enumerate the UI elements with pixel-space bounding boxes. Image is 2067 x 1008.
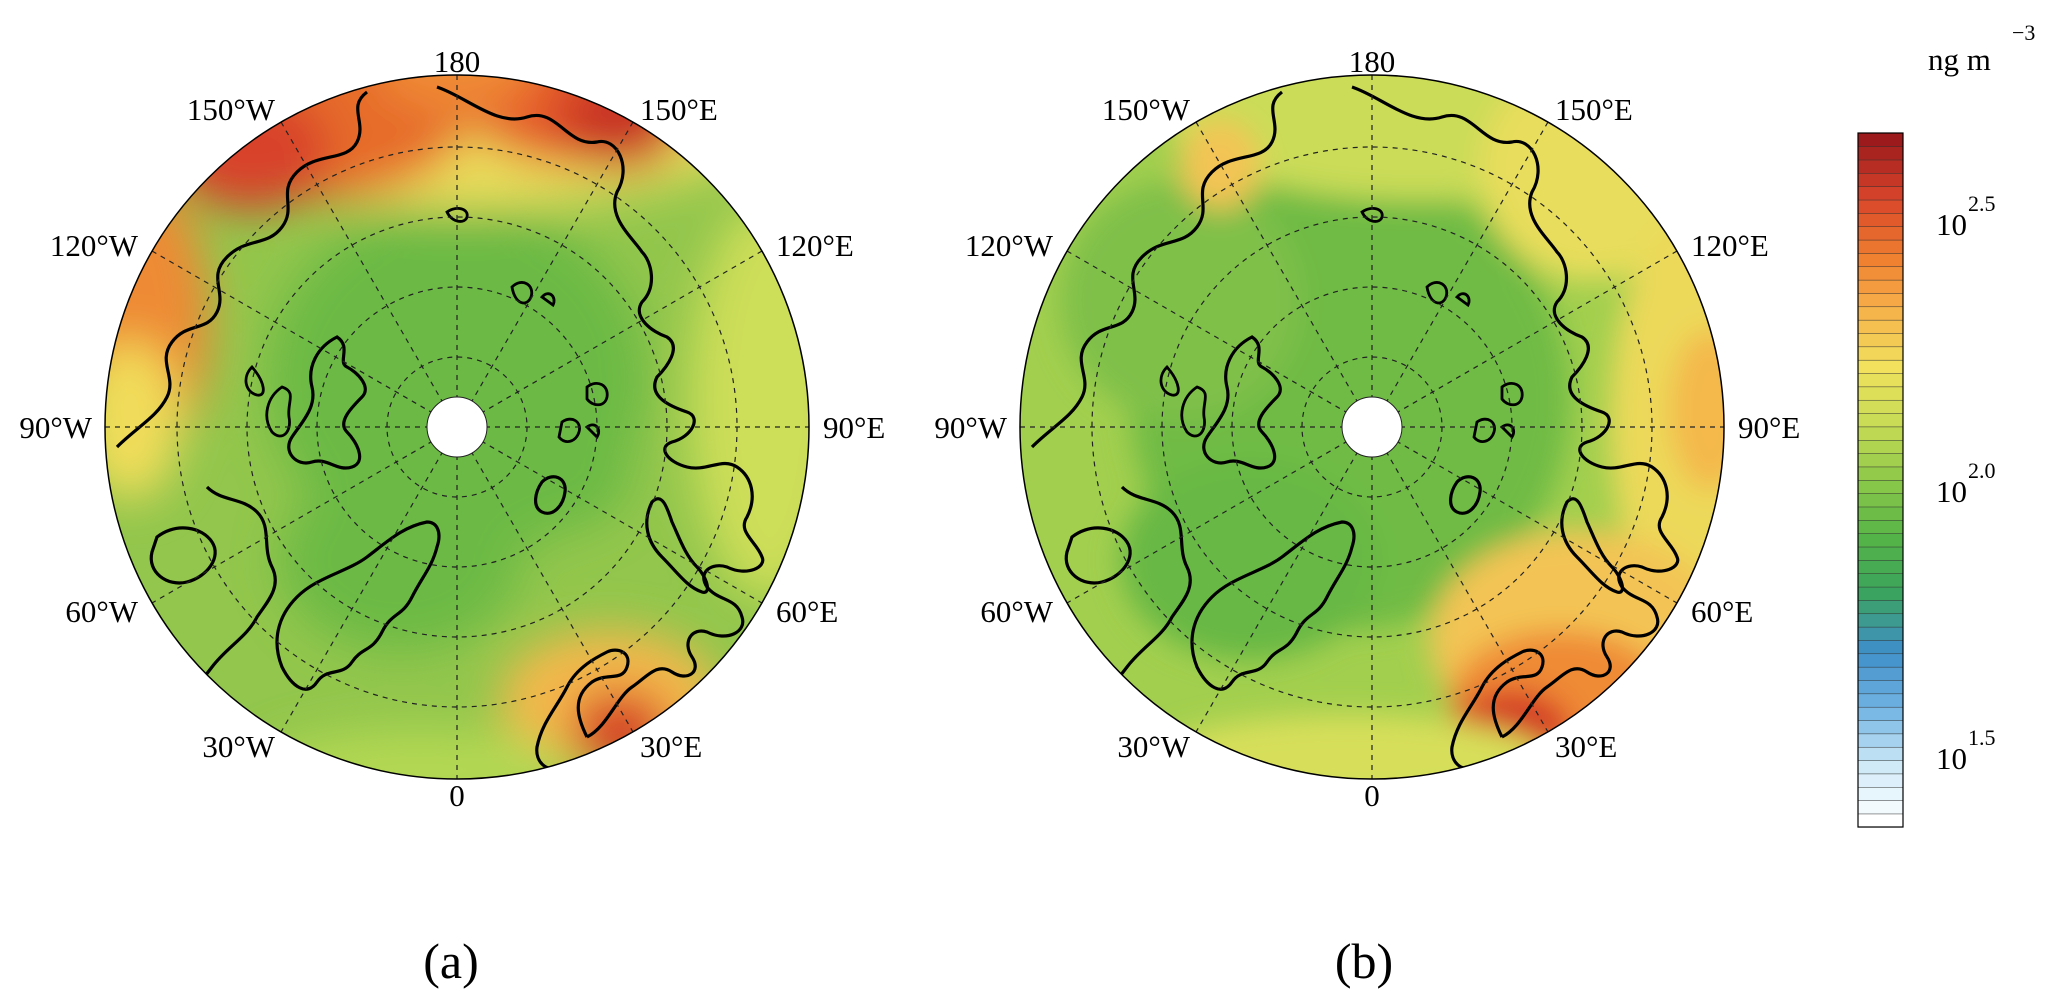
colorbar-cell bbox=[1857, 746, 1904, 761]
lon-label-90e: 90°E bbox=[1738, 410, 1800, 445]
colorbar-cell bbox=[1857, 573, 1904, 588]
colorbar-tick-exponent: 1.5 bbox=[1968, 725, 1996, 750]
lon-label-30w: 30°W bbox=[202, 729, 275, 764]
colorbar-cell bbox=[1857, 386, 1904, 401]
lon-label-30e: 30°E bbox=[640, 729, 702, 764]
colorbar-cell bbox=[1857, 613, 1904, 628]
colorbar-cell bbox=[1857, 279, 1904, 294]
colorbar-cell bbox=[1857, 212, 1904, 227]
colorbar-cell bbox=[1857, 186, 1904, 201]
colorbar-cell bbox=[1857, 399, 1904, 414]
map-field-a bbox=[105, 75, 809, 779]
colorbar-cell bbox=[1857, 372, 1904, 388]
colorbar-cell bbox=[1857, 319, 1904, 334]
lon-label-90e: 90°E bbox=[823, 410, 885, 445]
colorbar-cell bbox=[1857, 586, 1904, 601]
colorbar-cell bbox=[1857, 800, 1904, 815]
colorbar-cell bbox=[1857, 679, 1904, 695]
lon-label-120e: 120°E bbox=[776, 228, 854, 263]
colorbar-tick-exponent: 2.5 bbox=[1968, 191, 1996, 216]
colorbar-cell bbox=[1857, 533, 1904, 548]
colorbar-unit: ng m bbox=[1928, 42, 1991, 77]
map-panel-b: 180 150°E 120°E 90°E 60°E 30°E 0 30°W 60… bbox=[934, 44, 1800, 989]
lon-label-150w: 150°W bbox=[1102, 92, 1191, 127]
colorbar-cell bbox=[1857, 506, 1904, 521]
colorbar-cell bbox=[1857, 146, 1904, 161]
map-border-b bbox=[1019, 74, 1725, 780]
lon-label-30w: 30°W bbox=[1117, 729, 1190, 764]
colorbar-cell bbox=[1857, 266, 1904, 281]
lon-label-60e: 60°E bbox=[1691, 594, 1753, 629]
colorbar-cell bbox=[1857, 453, 1904, 468]
colorbar-frame bbox=[1857, 132, 1904, 828]
lon-label-150e: 150°E bbox=[640, 92, 718, 127]
lon-label-0: 0 bbox=[1364, 778, 1380, 813]
colorbar-cell bbox=[1857, 733, 1904, 748]
colorbar-tick-exponent: 2.0 bbox=[1968, 458, 1996, 483]
map-border-a bbox=[104, 74, 810, 780]
lon-label-60w: 60°W bbox=[980, 594, 1053, 629]
lon-label-120e: 120°E bbox=[1691, 228, 1769, 263]
lon-label-150e: 150°E bbox=[1555, 92, 1633, 127]
colorbar-cell bbox=[1857, 719, 1904, 735]
colorbar-tick-label: 10 bbox=[1936, 741, 1967, 776]
colorbar-cells bbox=[1857, 132, 1904, 828]
colorbar-cell bbox=[1857, 306, 1904, 321]
panel-caption-a: (a) bbox=[423, 933, 479, 989]
colorbar-cell bbox=[1857, 172, 1904, 187]
colorbar-cell bbox=[1857, 252, 1904, 268]
colorbar-cell bbox=[1857, 706, 1904, 721]
map-panel-a: 180 150°E 120°E 90°E 60°E 30°E 0 30°W 60… bbox=[19, 44, 885, 989]
colorbar-tick-label: 10 bbox=[1936, 207, 1967, 242]
colorbar-cell bbox=[1857, 359, 1904, 374]
colorbar-cell bbox=[1857, 466, 1904, 481]
colorbar-cell bbox=[1857, 773, 1904, 788]
colorbar-cell bbox=[1857, 132, 1904, 147]
lon-label-60e: 60°E bbox=[776, 594, 838, 629]
colorbar-cell bbox=[1857, 332, 1904, 348]
lon-label-90w: 90°W bbox=[934, 410, 1007, 445]
lon-label-120w: 120°W bbox=[965, 228, 1054, 263]
colorbar-cell bbox=[1857, 413, 1904, 428]
colorbar-cell bbox=[1857, 159, 1904, 174]
colorbar-cell bbox=[1857, 292, 1904, 308]
colorbar-cell bbox=[1857, 786, 1904, 801]
colorbar-tick-label: 10 bbox=[1936, 474, 1967, 509]
colorbar-cell bbox=[1857, 346, 1904, 361]
lon-label-0: 0 bbox=[449, 778, 465, 813]
colorbar-cell bbox=[1857, 760, 1904, 775]
colorbar-cell bbox=[1857, 666, 1904, 681]
colorbar-cell bbox=[1857, 426, 1904, 441]
colorbar-cell bbox=[1857, 599, 1904, 615]
pole-hole-a bbox=[427, 397, 487, 457]
colorbar-cell bbox=[1857, 493, 1904, 508]
colorbar-cell bbox=[1857, 639, 1904, 655]
colorbar-cell bbox=[1857, 693, 1904, 708]
panel-caption-b: (b) bbox=[1335, 933, 1393, 989]
colorbar-cell bbox=[1857, 519, 1904, 534]
pole-hole-b bbox=[1342, 397, 1402, 457]
lon-label-150w: 150°W bbox=[187, 92, 276, 127]
lon-label-180: 180 bbox=[434, 44, 481, 79]
lon-label-60w: 60°W bbox=[65, 594, 138, 629]
colorbar-cell bbox=[1857, 653, 1904, 668]
colorbar-cell bbox=[1857, 199, 1904, 214]
lon-label-180: 180 bbox=[1349, 44, 1396, 79]
colorbar-cell bbox=[1857, 626, 1904, 641]
colorbar-unit-exponent: −3 bbox=[2012, 20, 2035, 45]
colorbar-cell bbox=[1857, 226, 1904, 241]
colorbar-cell bbox=[1857, 239, 1904, 254]
lon-label-120w: 120°W bbox=[50, 228, 139, 263]
colorbar-cell bbox=[1857, 439, 1904, 454]
colorbar-cell bbox=[1857, 479, 1904, 494]
colorbar-cell bbox=[1857, 559, 1904, 574]
colorbar-cell bbox=[1857, 813, 1904, 828]
lon-label-30e: 30°E bbox=[1555, 729, 1617, 764]
lon-label-90w: 90°W bbox=[19, 410, 92, 445]
colorbar-cell bbox=[1857, 546, 1904, 561]
